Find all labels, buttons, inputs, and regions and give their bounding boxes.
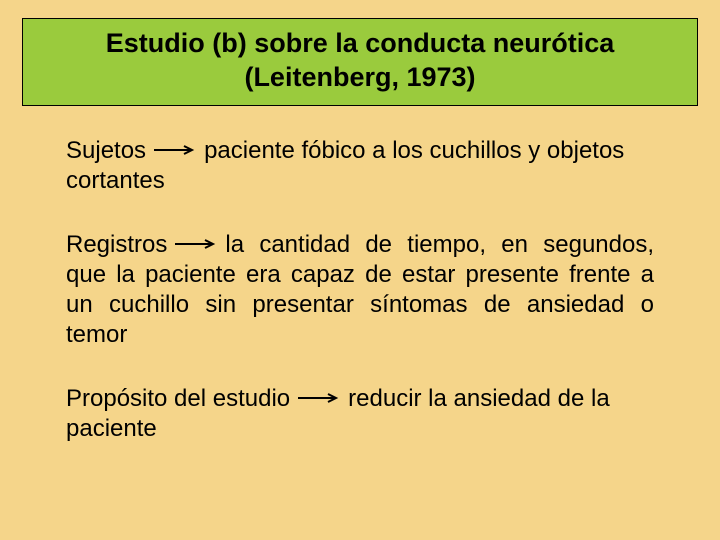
title-line-1: Estudio (b) sobre la conducta neurótica	[35, 27, 685, 61]
slide: Estudio (b) sobre la conducta neurótica …	[0, 0, 720, 540]
item-text: paciente fóbico a los cuchillos y objeto…	[66, 137, 624, 194]
title-box: Estudio (b) sobre la conducta neurótica …	[22, 18, 698, 106]
title-line-2: (Leitenberg, 1973)	[35, 61, 685, 95]
item-label: Sujetos	[66, 137, 146, 164]
item-label: Registros	[66, 231, 167, 258]
arrow-icon	[298, 393, 342, 403]
item-proposito: Propósito del estudioreducir la ansiedad…	[66, 384, 654, 444]
item-label: Propósito del estudio	[66, 385, 290, 412]
content-area: Sujetospaciente fóbico a los cuchillos y…	[22, 106, 698, 444]
item-sujetos: Sujetospaciente fóbico a los cuchillos y…	[66, 136, 654, 196]
item-registros: Registrosla cantidad de tiempo, en segun…	[66, 230, 654, 350]
arrow-icon	[175, 239, 219, 249]
arrow-icon	[154, 145, 198, 155]
